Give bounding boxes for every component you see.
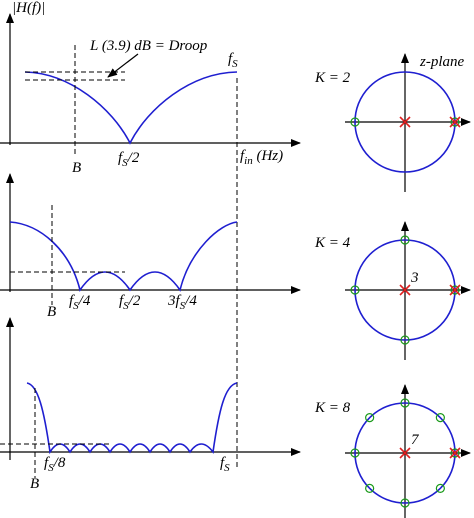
zero	[400, 235, 410, 245]
label-main: f	[118, 150, 124, 166]
label-subscript: S	[232, 58, 238, 70]
pole	[449, 447, 461, 459]
zero	[450, 448, 460, 458]
label-main: f	[220, 455, 226, 471]
plot-k8: fS/8 fS B	[0, 317, 301, 492]
z-planes	[345, 53, 471, 518]
tick-label: fS/4	[69, 293, 91, 312]
label-tail: /4	[184, 293, 197, 309]
zero	[350, 285, 360, 295]
label-subscript: S	[123, 300, 129, 312]
x-axis-label: fin (Hz)	[240, 148, 283, 167]
pole	[399, 116, 411, 128]
plot-k4: fS/4 fS/2 3fS/4 B	[0, 173, 301, 320]
label-subscript: S	[180, 300, 186, 312]
label-tail: /4	[78, 293, 91, 309]
zero	[350, 117, 360, 127]
label-main: f	[119, 293, 125, 309]
plot-k2: |H(f)| L (3.9) dB = Droop fS fin (Hz) fS…	[0, 0, 301, 176]
k-label: K = 2	[314, 70, 351, 86]
zero	[365, 413, 375, 423]
tick-label: fS/2	[119, 293, 141, 312]
label-main: 3f	[167, 293, 182, 309]
label-tail: /2	[127, 150, 140, 166]
peak-label: fS	[228, 51, 238, 70]
label-main: f	[240, 148, 246, 164]
zero	[400, 498, 410, 508]
zero	[365, 483, 375, 493]
k-label: K = 8	[314, 400, 351, 416]
k-label: K = 4	[314, 235, 351, 251]
label-main: f	[228, 51, 234, 67]
label-subscript: S	[224, 462, 230, 474]
z-plane-title: z-plane	[419, 54, 465, 70]
zero	[435, 413, 445, 423]
label-tail: /2	[128, 293, 141, 309]
zero	[435, 483, 445, 493]
label-main: f	[44, 455, 50, 471]
label-subscript: S	[48, 462, 54, 474]
response-curve	[9, 221, 238, 292]
zero	[350, 448, 360, 458]
tick-label: 3fS/4	[167, 293, 197, 312]
pole	[449, 116, 461, 128]
response-curve	[26, 382, 238, 455]
label-subscript: S	[122, 157, 128, 169]
pole	[399, 447, 411, 459]
label-subscript: in	[244, 155, 253, 167]
droop-label: L (3.9) dB = Droop	[89, 38, 208, 54]
zero	[400, 335, 410, 345]
tick-label: fS	[220, 455, 230, 474]
label-tail: /8	[53, 455, 66, 471]
band-edge-label: B	[47, 304, 56, 320]
label-tail: (Hz)	[253, 148, 283, 164]
band-edge-label: B	[72, 160, 81, 176]
band-edge-label: B	[30, 476, 39, 492]
zero	[400, 398, 410, 408]
pole-multiplicity: 7	[411, 432, 420, 448]
y-axis-label: |H(f)|	[12, 0, 45, 16]
pole-multiplicity: 3	[410, 270, 419, 286]
droop-arrow	[107, 53, 139, 78]
pole	[449, 284, 461, 296]
response-curve	[24, 71, 238, 145]
tick-label: fS/2	[118, 150, 140, 169]
label-main: f	[69, 293, 75, 309]
pole	[399, 284, 411, 296]
zero	[450, 285, 460, 295]
tick-label: fS/8	[44, 455, 66, 474]
zero	[450, 117, 460, 127]
label-subscript: S	[73, 300, 79, 312]
